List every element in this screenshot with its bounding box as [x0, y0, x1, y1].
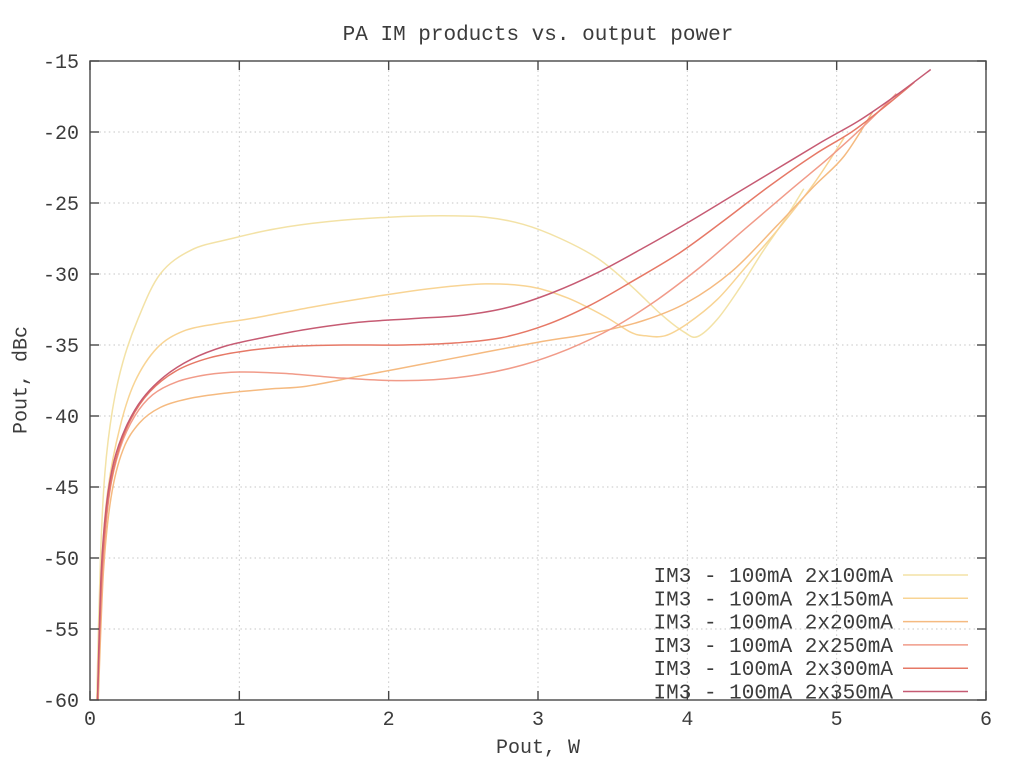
x-tick-label: 2	[383, 709, 395, 732]
x-tick-label: 3	[532, 709, 544, 732]
legend-label: IM3 - 100mA 2x250mA	[654, 636, 894, 659]
y-tick-label: -60	[43, 691, 79, 714]
legend-label: IM3 - 100mA 2x200mA	[654, 613, 894, 636]
series-line	[97, 111, 874, 700]
legend-label: IM3 - 100mA 2x100mA	[654, 566, 894, 589]
y-tick-label: -45	[43, 478, 79, 501]
chart-title: PA IM products vs. output power	[342, 24, 734, 47]
y-tick-label: -25	[43, 194, 79, 217]
x-tick-label: 0	[84, 709, 96, 732]
y-tick-label: -40	[43, 407, 79, 430]
x-tick-label: 4	[681, 709, 693, 732]
y-tick-label: -35	[43, 336, 79, 359]
legend-label: IM3 - 100mA 2x150mA	[654, 589, 894, 612]
series-line	[95, 188, 805, 700]
y-tick-label: -50	[43, 549, 79, 572]
y-tick-label: -55	[43, 620, 79, 643]
y-tick-label: -30	[43, 265, 79, 288]
series-line	[96, 137, 845, 700]
x-axis-label: Pout, W	[495, 737, 580, 760]
series-line	[96, 81, 915, 700]
x-tick-label: 5	[831, 709, 843, 732]
legend-label: IM3 - 100mA 2x350mA	[654, 683, 894, 706]
legend-label: IM3 - 100mA 2x300mA	[654, 659, 894, 682]
y-tick-label: -15	[43, 52, 79, 75]
y-tick-label: -20	[43, 123, 79, 146]
x-tick-label: 1	[233, 709, 245, 732]
x-tick-label: 6	[980, 709, 992, 732]
series-line	[96, 93, 897, 700]
series-line	[96, 68, 932, 700]
series-group	[95, 68, 932, 700]
